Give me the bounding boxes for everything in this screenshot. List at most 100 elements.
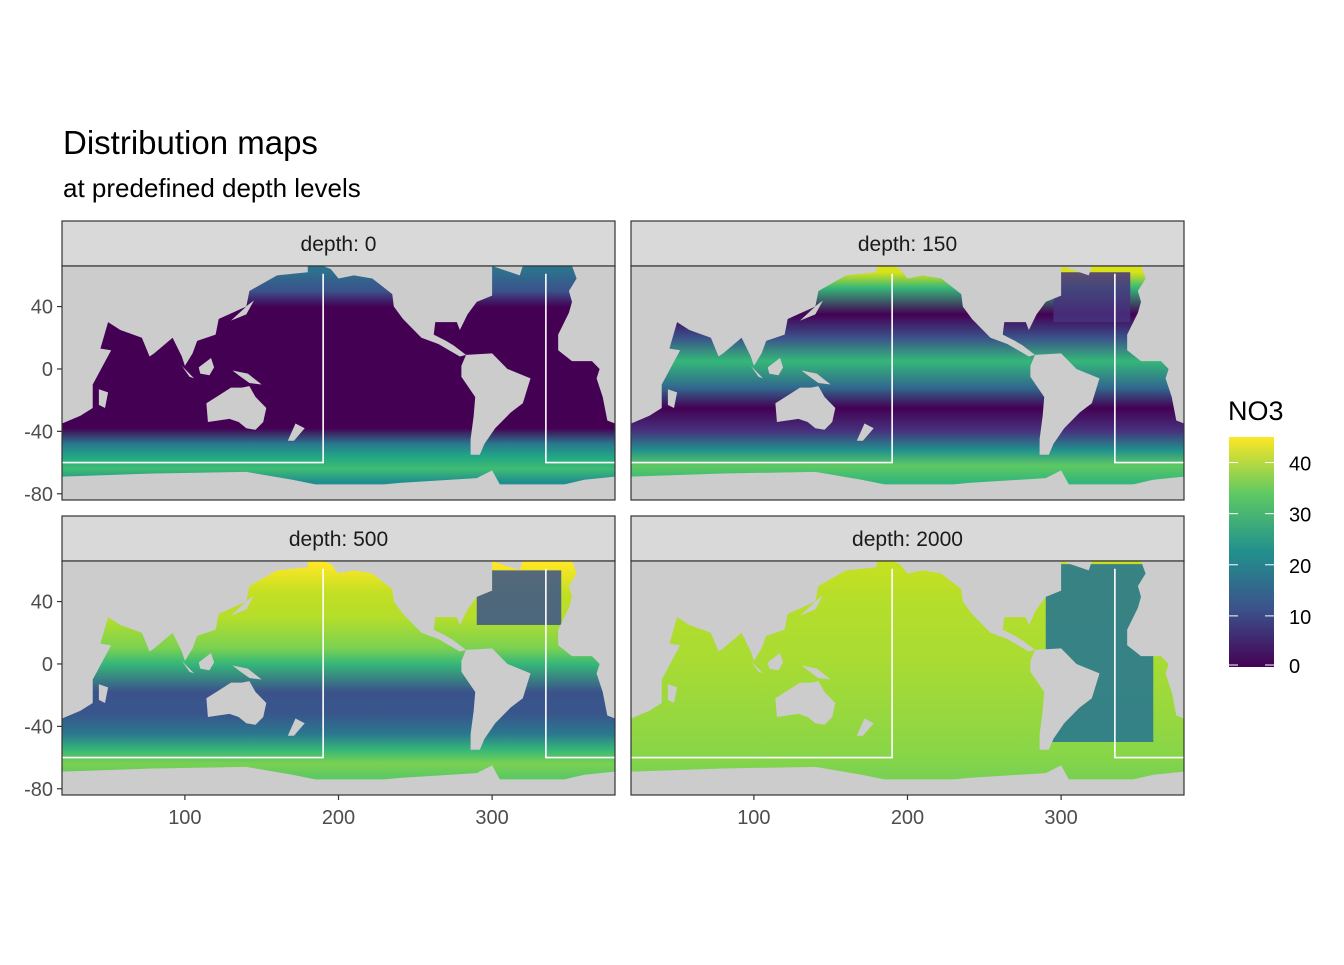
x-tick-label: 300	[1044, 807, 1077, 829]
facet-panel: depth: 2000 100 200 300	[630, 515, 1185, 829]
land-polygon	[631, 470, 1184, 500]
land-polygon	[1030, 353, 1100, 455]
region-boundary-line	[62, 273, 324, 464]
land-polygon	[631, 765, 1184, 795]
land-polygon	[287, 423, 305, 441]
legend-tick-label: 40	[1289, 454, 1311, 476]
facet-strip-label: depth: 0	[301, 233, 377, 256]
land-polygon	[492, 266, 523, 276]
y-tick-label: -80	[24, 779, 53, 801]
y-tick-label: 0	[42, 359, 53, 381]
region-boundary-line	[1114, 568, 1184, 759]
land-polygon	[856, 718, 874, 736]
land-polygon	[1127, 561, 1184, 719]
x-tick-label: 300	[475, 807, 508, 829]
land-polygon	[799, 595, 824, 616]
y-tick-label: -40	[24, 716, 53, 738]
map-plot: 100 200 300	[630, 560, 1185, 829]
land-polygon	[1061, 266, 1092, 276]
land-polygon	[206, 681, 267, 725]
y-tick-label: 40	[31, 297, 53, 319]
legend-tick-label: 30	[1289, 505, 1311, 527]
land-polygon	[492, 561, 523, 571]
land-polygon	[232, 370, 262, 385]
facet-panel: depth: 150	[630, 220, 1185, 501]
land-polygon	[799, 300, 824, 321]
facet-strip	[630, 220, 1185, 267]
land-polygon	[62, 561, 308, 719]
x-tick-label: 100	[168, 807, 201, 829]
map-plot: 40 0 -40 -80	[24, 265, 616, 506]
land-polygon	[1061, 561, 1092, 571]
region-boundary-line	[545, 568, 615, 759]
land-polygon	[892, 561, 1062, 652]
facet-strip-label: depth: 2000	[852, 528, 963, 551]
land-polygon	[98, 684, 109, 703]
facet-strip	[61, 515, 616, 562]
land-polygon	[775, 386, 836, 430]
region-boundary-line	[62, 568, 324, 759]
land-polygon	[856, 423, 874, 441]
land-polygon	[62, 765, 615, 795]
region-boundary-line	[631, 568, 893, 759]
land-polygon	[892, 266, 1062, 357]
land-polygon	[558, 266, 615, 424]
land-polygon	[631, 561, 877, 719]
y-tick-label: -40	[24, 421, 53, 443]
land-polygon	[801, 665, 831, 680]
x-tick-label: 200	[322, 807, 355, 829]
region-boundary-line	[1114, 273, 1184, 464]
region-boundary-line	[545, 273, 615, 464]
land-polygon	[801, 370, 831, 385]
land-polygon	[767, 358, 784, 376]
land-polygon	[775, 681, 836, 725]
y-tick-label: -80	[24, 484, 53, 506]
facet-strip	[61, 220, 616, 267]
facet-strip-label: depth: 500	[289, 528, 388, 551]
panel-border	[630, 265, 1185, 501]
facet-strip	[630, 515, 1185, 562]
land-polygon	[461, 648, 531, 750]
land-polygon	[558, 561, 615, 719]
land-polygon	[323, 561, 493, 652]
land-polygon	[98, 389, 109, 408]
facet-strip-label: depth: 150	[858, 233, 957, 256]
facet-panel: depth: 500 40 0 -40 -80 100 200 300	[24, 515, 616, 829]
x-tick-label: 200	[891, 807, 924, 829]
land-polygon	[198, 653, 215, 671]
legend-colorbar	[1229, 437, 1274, 667]
map-plot: 40 0 -40 -80 100 200 300	[24, 560, 616, 829]
land-polygon	[631, 266, 877, 424]
land-polygon	[206, 386, 267, 430]
land-polygon	[1030, 648, 1100, 750]
land-polygon	[667, 684, 678, 703]
chart-title: Distribution maps	[63, 124, 318, 161]
atlantic-no3-field	[1053, 272, 1131, 323]
land-polygon	[230, 595, 255, 616]
legend-title: NO3	[1228, 396, 1284, 426]
y-tick-label: 0	[42, 654, 53, 676]
legend-tick-label: 10	[1289, 607, 1311, 629]
map-plot	[630, 265, 1185, 501]
land-polygon	[461, 353, 531, 455]
land-polygon	[62, 470, 615, 500]
panel-border	[61, 265, 616, 501]
x-tick-label: 100	[737, 807, 770, 829]
legend-tick-label: 0	[1289, 656, 1300, 678]
legend-tick-label: 20	[1289, 556, 1311, 578]
land-polygon	[62, 266, 308, 424]
facet-panel: depth: 0 40 0 -40 -80	[24, 220, 616, 506]
land-polygon	[198, 358, 215, 376]
land-polygon	[230, 300, 255, 321]
chart-subtitle: at predefined depth levels	[63, 173, 361, 203]
land-polygon	[767, 653, 784, 671]
land-polygon	[287, 718, 305, 736]
land-polygon	[232, 665, 262, 680]
land-polygon	[667, 389, 678, 408]
land-polygon	[1127, 266, 1184, 424]
region-boundary-line	[631, 273, 893, 464]
color-legend: NO3 0 10 20 30 40	[1228, 396, 1311, 678]
land-polygon	[323, 266, 493, 357]
facet-panels: depth: 0 40 0 -40 -80 depth: 150 depth: 500 40 0…	[24, 220, 1185, 829]
